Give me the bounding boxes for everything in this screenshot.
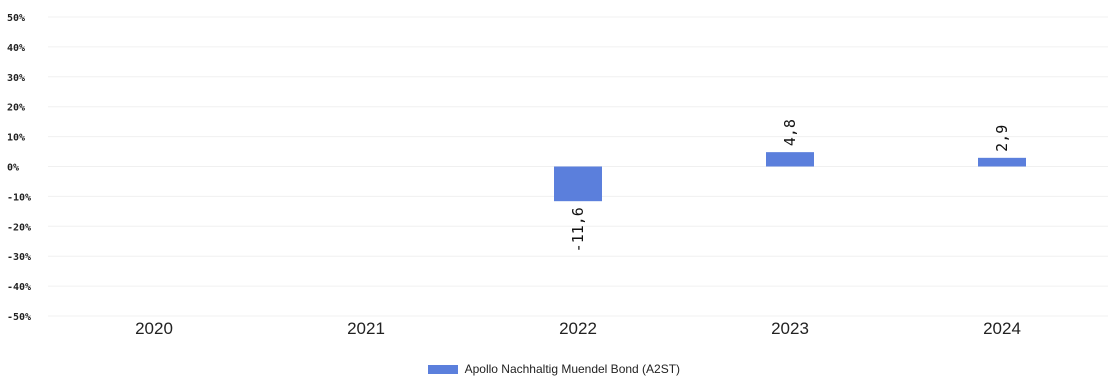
legend-label: Apollo Nachhaltig Muendel Bond (A2ST)	[464, 362, 681, 376]
data-labels: -11,6 4,8 2,9	[569, 119, 1011, 252]
y-tick-label: -50%	[7, 312, 31, 323]
x-tick-label: 2020	[135, 319, 173, 338]
y-tick-label: 30%	[7, 73, 25, 84]
y-tick-label: -30%	[7, 252, 31, 263]
y-tick-label: 20%	[7, 103, 25, 114]
y-tick-label: 40%	[7, 43, 25, 54]
bar	[554, 166, 602, 202]
y-tick-label: -40%	[7, 282, 31, 293]
x-axis-ticks: 2020 2021 2022 2023 2024	[135, 319, 1021, 338]
y-axis-ticks: -50% -40% -30% -20% -10% 0% 10% 20% 30% 40% 50%	[7, 13, 31, 323]
data-label: 4,8	[781, 119, 799, 146]
bar-chart: -50% -40% -30% -20% -10% 0% 10% 20% 30% 40% 50% -1…	[7, 13, 1108, 338]
y-tick-label: -20%	[7, 222, 31, 233]
y-tick-label: -10%	[7, 192, 31, 203]
bar	[766, 152, 814, 167]
bars	[554, 152, 1026, 202]
data-label: 2,9	[993, 125, 1011, 152]
y-tick-label: 0%	[7, 163, 19, 174]
x-tick-label: 2022	[559, 319, 597, 338]
y-tick-label: 10%	[7, 133, 25, 144]
x-tick-label: 2021	[347, 319, 385, 338]
data-label: -11,6	[569, 207, 587, 252]
legend: Apollo Nachhaltig Muendel Bond (A2ST)	[0, 362, 1108, 376]
x-tick-label: 2024	[983, 319, 1021, 338]
x-tick-label: 2023	[771, 319, 809, 338]
bar	[978, 157, 1026, 167]
legend-swatch	[427, 365, 458, 375]
y-tick-label: 50%	[7, 13, 25, 24]
